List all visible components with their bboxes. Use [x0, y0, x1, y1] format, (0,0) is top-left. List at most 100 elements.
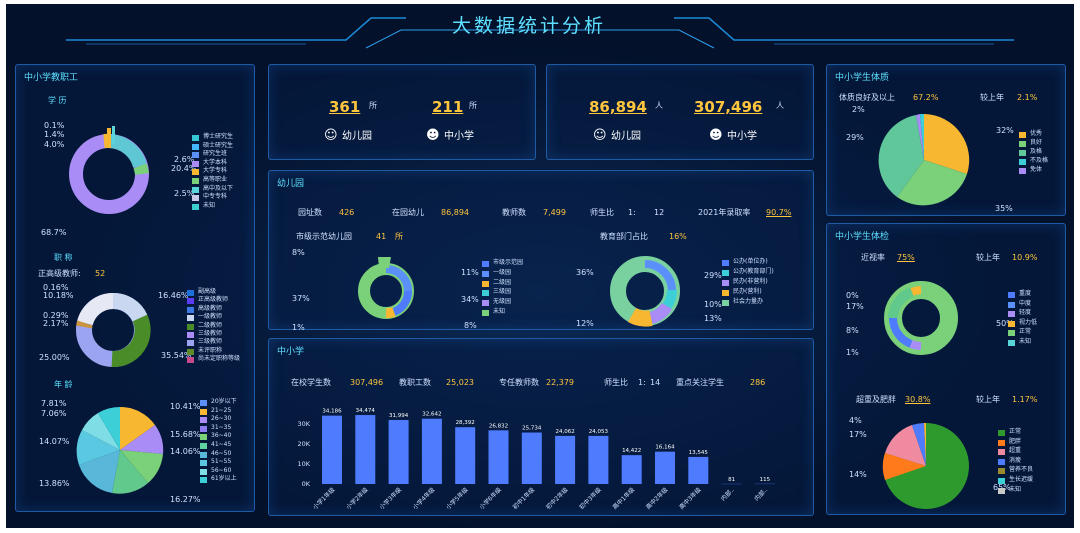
weight-legend-item-label[interactable]: 生长迟缓: [1009, 476, 1034, 483]
title-rank-legend-item-swatch[interactable]: [187, 298, 194, 305]
fitness-legend-item-swatch[interactable]: [1019, 159, 1026, 165]
myopia-legend-item-swatch[interactable]: [1008, 320, 1015, 327]
weight-legend-item-swatch[interactable]: [998, 458, 1005, 465]
weight-legend-item-swatch[interactable]: [998, 449, 1005, 456]
age-legend-item-label[interactable]: 31~35: [211, 423, 232, 431]
fitness-legend-item-swatch[interactable]: [1019, 150, 1026, 156]
age-legend-item-swatch[interactable]: [200, 425, 207, 432]
education-legend-item-label[interactable]: 硕士研究生: [203, 141, 234, 149]
education-legend-item-label[interactable]: 博士研究生: [203, 133, 234, 140]
weight-legend-item-label[interactable]: 消瘦: [1009, 456, 1022, 464]
age-legend-item-label[interactable]: 61岁以上: [211, 475, 237, 483]
bar[interactable]: [621, 455, 642, 484]
kg-level-legend-item-label[interactable]: 二级园: [493, 278, 512, 286]
myopia-legend-item-swatch[interactable]: [1008, 292, 1015, 298]
title-rank-legend-item-swatch[interactable]: [187, 315, 194, 322]
title-rank-legend-item-label[interactable]: 三级教师: [198, 330, 223, 337]
title-rank-legend-item-swatch[interactable]: [187, 290, 194, 296]
bar[interactable]: [322, 415, 342, 484]
title-rank-legend-item-label[interactable]: 高级教师: [198, 304, 223, 312]
education-legend-item-swatch[interactable]: [192, 178, 199, 184]
kg-level-legend-item-label[interactable]: 未知: [493, 308, 506, 315]
kg-type-legend-item-swatch[interactable]: [722, 290, 729, 296]
myopia-legend-item-label[interactable]: 未知: [1019, 338, 1032, 345]
education-legend-item-swatch[interactable]: [192, 152, 199, 159]
age-legend-item-swatch[interactable]: [200, 460, 207, 467]
fitness-legend-item-label[interactable]: 免体: [1030, 166, 1043, 173]
kg-type-legend-item-label[interactable]: 公办(单位办): [733, 258, 768, 265]
age-legend-item-label[interactable]: 26~30: [211, 415, 232, 423]
age-legend-item-swatch[interactable]: [200, 408, 207, 415]
kg-type-legend-item-swatch[interactable]: [722, 280, 729, 286]
kg-type-legend-item-label[interactable]: 社会力量办: [733, 298, 764, 305]
education-legend-item-swatch[interactable]: [192, 203, 199, 210]
education-legend-item-swatch[interactable]: [192, 195, 199, 202]
title-rank-legend-item-label[interactable]: 正高级教师: [198, 296, 229, 304]
myopia-legend-item-label[interactable]: 视力低: [1019, 318, 1038, 326]
education-legend-item-label[interactable]: 大学专科: [203, 167, 228, 175]
title-rank-legend-item-swatch[interactable]: [187, 323, 194, 330]
age-legend-item-label[interactable]: 36~40: [211, 432, 232, 440]
title-rank-legend-item-swatch[interactable]: [187, 306, 194, 313]
kg-level-legend-item-swatch[interactable]: [482, 310, 489, 316]
fitness-legend-item-label[interactable]: 不及格: [1030, 157, 1049, 164]
weight-legend-item-swatch[interactable]: [998, 478, 1005, 484]
title-rank-legend-item-swatch[interactable]: [187, 357, 194, 364]
kg-level-legend-item-swatch[interactable]: [482, 300, 489, 307]
age-legend-item-label[interactable]: 56~60: [211, 466, 232, 474]
bar[interactable]: [488, 430, 509, 484]
myopia-legend-item-swatch[interactable]: [1008, 301, 1015, 308]
age-legend-item-swatch[interactable]: [200, 417, 207, 424]
bar[interactable]: [588, 435, 609, 484]
education-legend-item-label[interactable]: 高等职业: [203, 176, 228, 183]
education-legend-item-label[interactable]: 研究生班: [203, 150, 228, 158]
title-rank-legend-item-label[interactable]: 三级教师: [198, 338, 223, 346]
weight-legend-item-label[interactable]: 正常: [1009, 428, 1022, 435]
age-legend-item-swatch[interactable]: [200, 443, 207, 449]
education-legend-item-label[interactable]: 大学本科: [203, 158, 228, 166]
kg-level-legend-item-swatch[interactable]: [482, 280, 489, 287]
age-legend-item-swatch[interactable]: [200, 477, 207, 484]
fitness-legend-item-swatch[interactable]: [1019, 141, 1026, 147]
bar[interactable]: [455, 427, 476, 484]
bar[interactable]: [521, 432, 542, 484]
age-legend-item-label[interactable]: 20岁以下: [211, 398, 237, 405]
kg-type-legend-item-label[interactable]: 民办(营利): [733, 288, 762, 295]
weight-legend-item-label[interactable]: 肥胖: [1009, 437, 1022, 445]
education-legend-item-swatch[interactable]: [192, 135, 199, 141]
kg-type-legend-item-swatch[interactable]: [722, 300, 729, 306]
kg-type-legend-item-swatch[interactable]: [722, 260, 729, 266]
myopia-legend-item-swatch[interactable]: [1008, 330, 1015, 337]
education-legend-item-label[interactable]: 高中及以下: [203, 184, 234, 192]
title-rank-legend-item-label[interactable]: 一级教师: [198, 313, 223, 321]
fitness-legend-item-swatch[interactable]: [1019, 132, 1026, 138]
weight-legend-item-label[interactable]: 营养不良: [1009, 466, 1034, 474]
age-legend-item-swatch[interactable]: [200, 451, 207, 458]
education-legend-item-swatch[interactable]: [192, 160, 199, 167]
kg-level-legend-item-label[interactable]: 三级园: [493, 288, 512, 296]
weight-legend-item-swatch[interactable]: [998, 430, 1005, 436]
bar[interactable]: [421, 418, 442, 484]
kg-level-legend-item-swatch[interactable]: [482, 261, 489, 267]
kg-level-legend-item-swatch[interactable]: [482, 290, 489, 297]
weight-legend-item-label[interactable]: 未知: [1009, 485, 1022, 493]
title-rank-legend-item-swatch[interactable]: [187, 348, 194, 355]
education-legend-item-swatch[interactable]: [192, 186, 199, 193]
education-legend-item-label[interactable]: 中专专科: [203, 193, 228, 201]
bar[interactable]: [355, 415, 376, 484]
fitness-legend-item-label[interactable]: 优秀: [1030, 130, 1043, 137]
age-legend-item-swatch[interactable]: [200, 434, 207, 441]
bar[interactable]: [688, 456, 709, 484]
myopia-legend-item-label[interactable]: 轻度: [1019, 309, 1032, 317]
age-legend-item-swatch[interactable]: [200, 400, 207, 406]
myopia-legend-item-label[interactable]: 重度: [1019, 290, 1032, 297]
age-legend-item-label[interactable]: 51~55: [211, 458, 232, 466]
kg-level-legend-item-label[interactable]: 一级园: [493, 268, 512, 276]
bar[interactable]: [388, 420, 409, 484]
kg-level-legend-item-swatch[interactable]: [482, 270, 489, 277]
age-legend-item-label[interactable]: 21~25: [211, 406, 232, 414]
myopia-legend-item-label[interactable]: 正常: [1019, 328, 1032, 336]
title-rank-legend-item-label[interactable]: 副高级: [198, 288, 217, 295]
bar[interactable]: [655, 451, 675, 484]
myopia-legend-item-label[interactable]: 中度: [1019, 299, 1032, 307]
